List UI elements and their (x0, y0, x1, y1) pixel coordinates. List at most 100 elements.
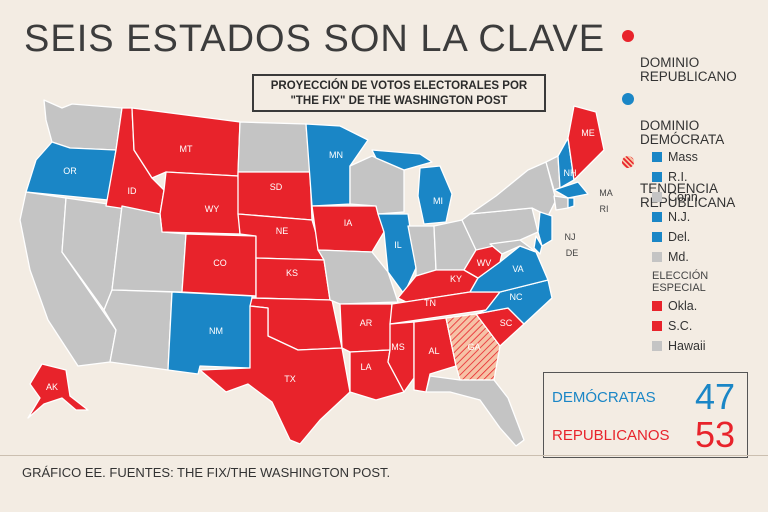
small-state-label: Md. (668, 250, 689, 264)
subtitle-line-1: PROYECCIÓN DE VOTOS ELECTORALES POR (270, 80, 528, 92)
label-nc: NC (510, 292, 523, 302)
label-ar: AR (360, 318, 373, 328)
state-ks (255, 257, 331, 301)
legend-item-republican: DOMINIO REPUBLICANO (622, 28, 762, 84)
legend-label: TENDENCIA REPUBLICANA (640, 181, 736, 210)
label-ia: IA (344, 218, 353, 228)
state-mi-up (371, 149, 433, 171)
color-swatch (652, 341, 662, 351)
color-swatch (652, 252, 662, 262)
state-me (567, 105, 605, 181)
label-sd: SD (270, 182, 283, 192)
state-ak (27, 363, 89, 419)
label-ne: NE (276, 226, 289, 236)
state-ar (339, 303, 393, 353)
label-tn: TN (424, 298, 436, 308)
label-ma: MA (599, 188, 613, 198)
map-title: SEIS ESTADOS SON LA CLAVE (24, 18, 606, 60)
legend: DOMINIO REPUBLICANO DOMINIO DEMÓCRATA TE… (622, 28, 762, 217)
label-nh: NH (564, 168, 577, 178)
small-state-label: Mass (668, 150, 698, 164)
color-swatch (652, 321, 662, 331)
label-ga: GA (467, 342, 480, 352)
footer-divider (0, 455, 768, 456)
democrats-count: 47 (694, 376, 735, 417)
label-il: IL (394, 240, 402, 250)
small-state-label: Del. (668, 230, 691, 244)
state-de (533, 235, 543, 255)
state-mo (317, 249, 399, 305)
special-election-item: S.C. (652, 319, 762, 333)
small-state-label: Conn. (668, 190, 702, 204)
special-election-label: S.C. (668, 319, 693, 333)
color-swatch (652, 172, 662, 182)
label-mi: MI (433, 196, 443, 206)
state-nj (537, 211, 553, 247)
state-nd (237, 121, 311, 173)
source-credit: GRÁFICO EE. FUENTES: THE FIX/THE WASHING… (22, 465, 391, 480)
state-wa (43, 99, 123, 151)
legend-label: DOMINIO DEMÓCRATA (640, 118, 725, 147)
legend-item-lean-republican: TENDENCIA REPUBLICANA (622, 154, 762, 210)
special-election-label: Hawaii (668, 339, 706, 353)
label-la: LA (360, 362, 371, 372)
special-election-label: Okla. (668, 299, 698, 313)
state-ri (567, 197, 575, 209)
label-id: ID (128, 186, 138, 196)
state-wy (159, 171, 241, 235)
state-fl (425, 375, 525, 447)
label-mt: MT (180, 144, 193, 154)
small-state-item: Conn. (652, 190, 762, 204)
label-nj: NJ (565, 232, 576, 242)
label-co: CO (213, 258, 227, 268)
subtitle-line-2: "THE FIX" DE THE WASHINGTON POST (290, 95, 508, 107)
seat-totals-box: DEMÓCRATAS 47 REPUBLICANOS 53 (543, 372, 748, 458)
label-mn: MN (329, 150, 343, 160)
label-ak: AK (46, 382, 58, 392)
small-state-item: Md. (652, 250, 762, 264)
legend-dot-lean-republican (622, 156, 634, 168)
state-mi (417, 165, 453, 225)
color-swatch (652, 301, 662, 311)
label-wy: WY (205, 204, 220, 214)
small-states-list: Mass R.I. Conn. N.J. Del. Md. ELECCIÓN E… (652, 150, 762, 359)
special-election-item: Hawaii (652, 339, 762, 353)
color-swatch (652, 192, 662, 202)
state-mt (131, 107, 241, 179)
state-md (489, 239, 537, 255)
legend-dot-democrat (622, 93, 634, 105)
label-sc: SC (500, 318, 513, 328)
small-state-item: Mass (652, 150, 762, 164)
color-swatch (652, 212, 662, 222)
label-va: VA (512, 264, 523, 274)
legend-label: DOMINIO REPUBLICANO (640, 55, 737, 84)
label-nm: NM (209, 326, 223, 336)
label-wv: WV (477, 258, 492, 268)
state-tx (199, 305, 351, 445)
small-state-item: Del. (652, 230, 762, 244)
state-ct (553, 195, 569, 211)
label-tx: TX (284, 374, 296, 384)
subtitle-box: PROYECCIÓN DE VOTOS ELECTORALES POR "THE… (252, 74, 546, 112)
small-state-label: N.J. (668, 210, 691, 224)
legend-item-democrat: DOMINIO DEMÓCRATA (622, 91, 762, 147)
label-me: ME (581, 128, 595, 138)
label-or: OR (63, 166, 77, 176)
republicans-label: REPUBLICANOS (552, 427, 670, 444)
label-ms: MS (391, 342, 405, 352)
label-de: DE (566, 248, 579, 258)
state-sd (237, 171, 313, 221)
state-ny (469, 161, 557, 217)
small-state-item: N.J. (652, 210, 762, 224)
label-al: AL (428, 346, 439, 356)
color-swatch (652, 152, 662, 162)
republicans-count: 53 (694, 414, 735, 455)
state-ma (553, 181, 589, 199)
label-ks: KS (286, 268, 298, 278)
state-nm (167, 291, 253, 375)
label-ky: KY (450, 274, 462, 284)
label-ri: RI (600, 204, 609, 214)
legend-dot-republican (622, 30, 634, 42)
small-state-item: R.I. (652, 170, 762, 184)
